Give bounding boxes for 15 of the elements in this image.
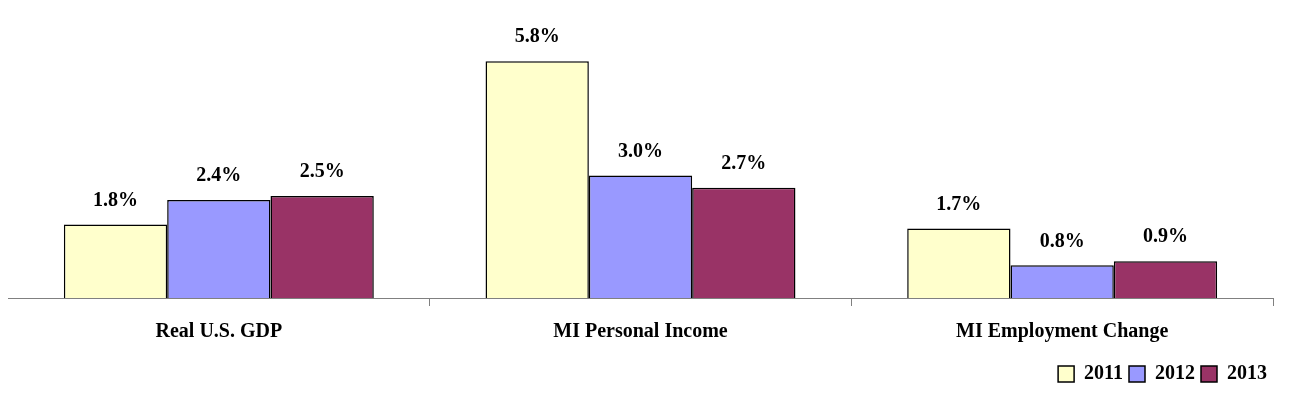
data-label: 5.8% [514, 24, 560, 47]
legend-label: 2011 [1084, 361, 1124, 384]
data-label: 1.8% [93, 187, 139, 210]
legend-label: 2012 [1155, 361, 1195, 384]
data-label: 0.9% [1142, 224, 1188, 247]
x-tick-label: Real U.S. GDP [155, 319, 283, 342]
x-tick-label: MI Employment Change [956, 319, 1169, 343]
data-label: 3.0% [618, 138, 663, 161]
data-label: 0.8% [1039, 228, 1085, 251]
data-label: 2.5% [299, 159, 345, 182]
data-label: 1.7% [936, 191, 982, 214]
legend-label: 2013 [1227, 361, 1267, 384]
data-label: 2.4% [196, 163, 242, 186]
data-label: 2.7% [721, 150, 767, 173]
x-tick-label: MI Personal Income [553, 319, 728, 342]
